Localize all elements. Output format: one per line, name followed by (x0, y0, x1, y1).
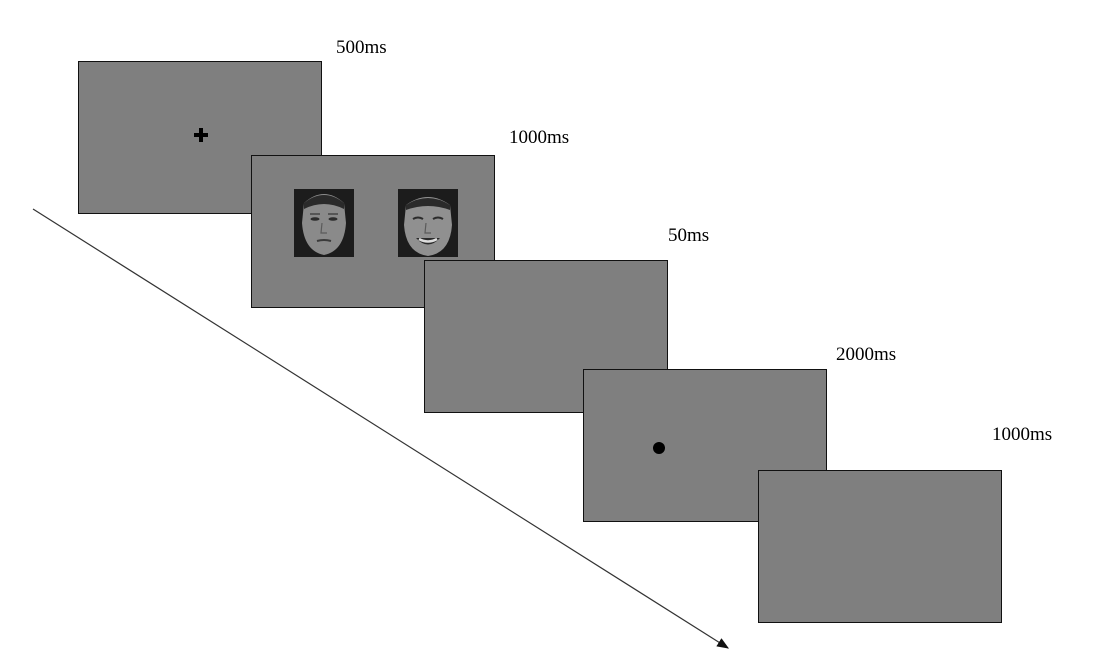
happy-face-image (398, 189, 458, 257)
probe-dot-icon (653, 442, 665, 454)
screen-blank-2 (758, 470, 1002, 623)
duration-label-faces: 1000ms (509, 127, 570, 148)
duration-label-fixation: 500ms (336, 37, 387, 58)
duration-label-blank-2: 1000ms (992, 424, 1053, 445)
duration-label-dot-probe: 2000ms (836, 344, 897, 365)
fixation-cross-icon (194, 128, 208, 142)
duration-label-blank-1: 50ms (668, 225, 710, 246)
neutral-face-image (294, 189, 354, 257)
